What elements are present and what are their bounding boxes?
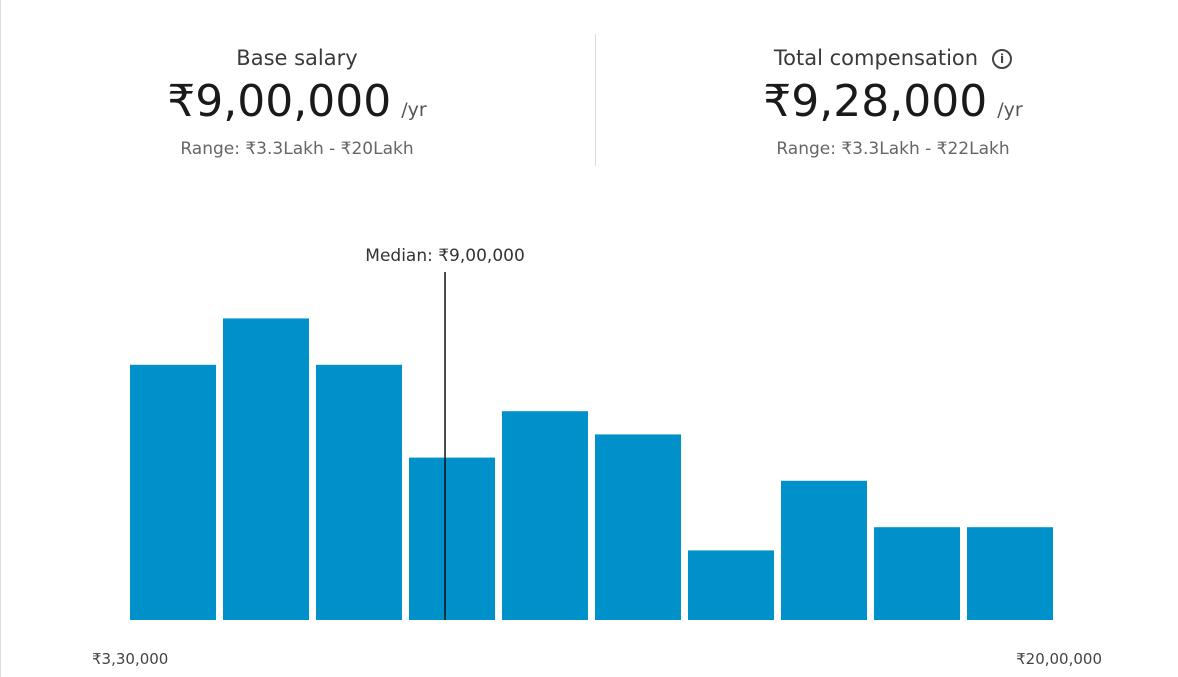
- histogram-bar[interactable]: [781, 480, 867, 620]
- info-icon[interactable]: i: [992, 49, 1013, 69]
- histogram-bar[interactable]: [967, 527, 1053, 620]
- histogram-bar[interactable]: [223, 318, 309, 620]
- total-compensation-range: Range: ₹3.3Lakh - ₹22Lakh: [776, 139, 1010, 159]
- histogram-bar[interactable]: [874, 527, 960, 620]
- histogram-bar[interactable]: [316, 364, 402, 620]
- histogram-bar[interactable]: [595, 434, 681, 620]
- histogram-bar[interactable]: [130, 364, 216, 620]
- total-compensation-unit: /yr: [997, 99, 1023, 121]
- base-salary-range: Range: ₹3.3Lakh - ₹20Lakh: [180, 139, 414, 159]
- base-salary-value: ₹9,00,000: [167, 76, 392, 127]
- total-compensation-title: Total compensation: [773, 46, 979, 70]
- median-label: Median: ₹9,00,000: [365, 246, 524, 266]
- histogram-bar[interactable]: [502, 411, 588, 620]
- histogram-bar[interactable]: [409, 457, 495, 620]
- divider: [595, 34, 596, 166]
- histogram-bar[interactable]: [688, 550, 774, 620]
- total-compensation-value: ₹9,28,000: [763, 76, 988, 127]
- base-salary-title: Base salary: [236, 46, 358, 70]
- base-salary-summary: Base salary ₹9,00,000/yr Range: ₹3.3Lakh…: [2, 40, 592, 162]
- base-salary-unit: /yr: [401, 99, 427, 121]
- total-compensation-summary: Total compensation i ₹9,28,000/yr Range: …: [598, 40, 1178, 162]
- x-tick-min: ₹3,30,000: [92, 650, 168, 668]
- panel-border: [0, 0, 1, 677]
- x-tick-max: ₹20,00,000: [1016, 650, 1102, 668]
